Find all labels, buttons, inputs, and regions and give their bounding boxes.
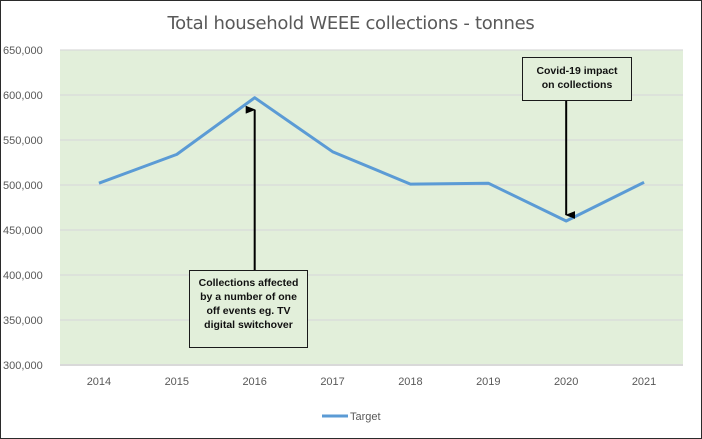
x-tick-label: 2017 bbox=[320, 376, 344, 388]
y-tick-label: 400,000 bbox=[3, 270, 43, 282]
series-line-target bbox=[98, 96, 645, 223]
plot-area bbox=[60, 50, 683, 365]
legend-label-target: Target bbox=[350, 411, 381, 423]
gridlines bbox=[60, 49, 683, 366]
annotation-line: by a number of one bbox=[200, 291, 297, 303]
y-tick-label: 600,000 bbox=[3, 90, 43, 102]
annotation-box-2016: Collections affected by a number of one … bbox=[189, 270, 308, 348]
series-group bbox=[98, 96, 645, 223]
y-tick-label: 350,000 bbox=[3, 315, 43, 327]
x-tick-label: 2021 bbox=[632, 376, 656, 388]
y-axis-ticks: 300,000 350,000 400,000 450,000 500,000 550,0… bbox=[3, 45, 43, 372]
annotation-box-2020: Covid-19 impact on collections bbox=[522, 57, 632, 101]
x-tick-label: 2015 bbox=[165, 376, 189, 388]
annotation-line: Covid-19 impact bbox=[536, 65, 618, 77]
x-axis-ticks: 2014 2015 2016 2017 2018 2019 2020 2021 bbox=[87, 376, 657, 388]
x-tick-label: 2016 bbox=[242, 376, 266, 388]
y-tick-label: 550,000 bbox=[3, 135, 43, 147]
chart-title: Total household WEEE collections - tonne… bbox=[167, 13, 535, 34]
annotation-line: digital switchover bbox=[204, 319, 293, 331]
y-tick-label: 650,000 bbox=[3, 45, 43, 57]
x-tick-label: 2019 bbox=[476, 376, 500, 388]
legend: Target bbox=[322, 411, 381, 423]
x-tick-label: 2014 bbox=[87, 376, 111, 388]
x-tick-label: 2018 bbox=[398, 376, 422, 388]
annotation-line: on collections bbox=[541, 79, 613, 91]
annotation-line: Collections affected bbox=[198, 277, 299, 289]
y-tick-label: 500,000 bbox=[3, 180, 43, 192]
y-tick-label: 450,000 bbox=[3, 225, 43, 237]
annotation-line: off events eg. TV bbox=[206, 305, 291, 317]
x-tick-label: 2020 bbox=[554, 376, 578, 388]
annotation-arrows bbox=[245, 101, 576, 270]
y-tick-label: 300,000 bbox=[3, 360, 43, 372]
